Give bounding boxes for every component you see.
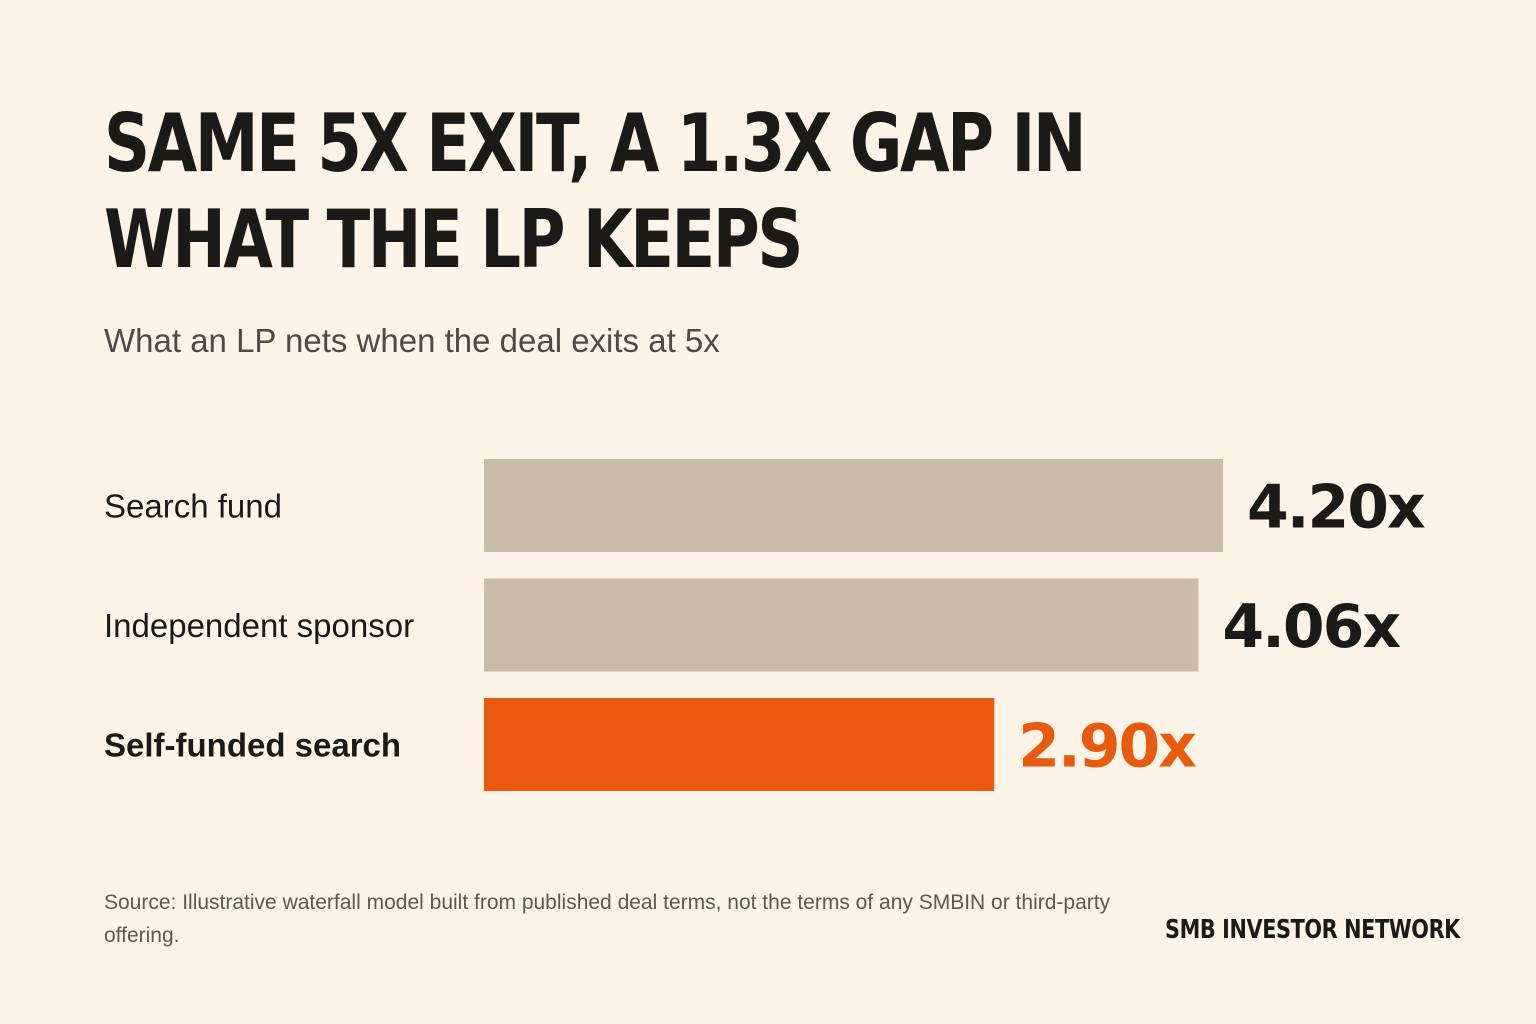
category-label-independent-sponsor: Independent sponsor: [104, 607, 414, 644]
source-note: Source: Illustrative waterfall model bui…: [104, 891, 1111, 947]
bar-search-fund: [484, 459, 1223, 552]
chart-title: SAME 5X EXIT, A 1.3X GAP IN WHAT THE LP …: [104, 97, 1087, 286]
bar-chart: Search fund 4.20x Independent sponsor 4.06x…: [104, 459, 1427, 791]
bar-independent-sponsor: [484, 578, 1199, 672]
chart-subtitle: What an LP nets when the deal exits at 5…: [104, 322, 720, 359]
brand-wordmark: SMB INVESTOR NETWORK: [1165, 915, 1460, 945]
category-label-self-funded-search: Self-funded search: [104, 727, 401, 764]
category-label-search-fund: Search fund: [104, 488, 282, 525]
value-label-self-funded-search: 2.90x: [1018, 712, 1196, 782]
value-label-search-fund: 4.20x: [1247, 473, 1425, 543]
bar-self-funded-search: [484, 698, 995, 791]
value-label-independent-sponsor: 4.06x: [1222, 592, 1400, 662]
